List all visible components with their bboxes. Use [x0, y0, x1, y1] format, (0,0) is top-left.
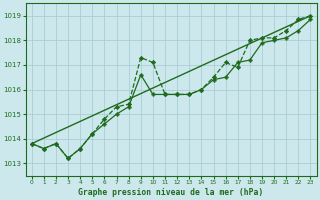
- X-axis label: Graphe pression niveau de la mer (hPa): Graphe pression niveau de la mer (hPa): [78, 188, 264, 197]
